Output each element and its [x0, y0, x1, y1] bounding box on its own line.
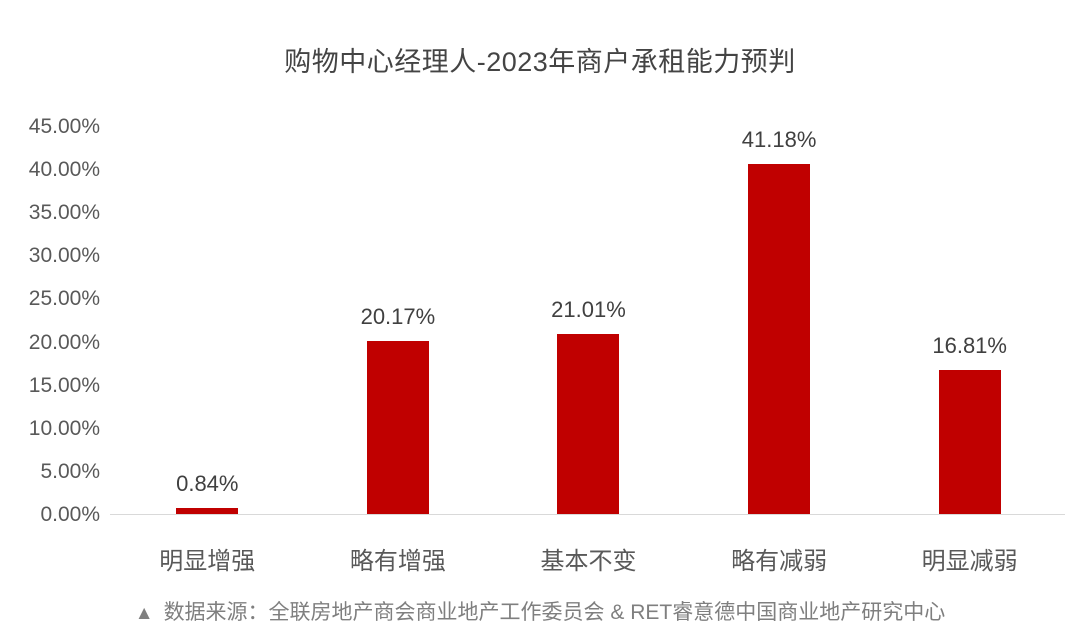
y-tick-label: 15.00% [28, 373, 100, 397]
bar-slot: 20.17% [303, 127, 494, 515]
x-tick-label: 略有增强 [349, 548, 446, 575]
bars-container: 0.84% 20.17% 21.01% 41.18% 16.81% [112, 127, 1065, 515]
triangle-icon: ▲ [134, 603, 154, 624]
y-tick-label: 0.00% [40, 503, 100, 526]
plot-area: 0.00% 5.00% 10.00% 15.00% 20.00% 25.00% 30.00%… [29, 115, 1065, 575]
x-axis-line [110, 514, 1065, 515]
y-tick-label: 20.00% [28, 330, 100, 354]
bar-slot: 16.81% [874, 127, 1065, 515]
source-text: 数据来源：全联房地产商会商业地产工作委员会 & RET睿意德中国商业地产研究中心 [163, 601, 946, 624]
source-note: ▲ 数据来源：全联房地产商会商业地产工作委员会 & RET睿意德中国商业地产研究中… [0, 596, 1080, 626]
bar [557, 333, 620, 515]
bar-value-label: 41.18% [741, 127, 817, 152]
y-tick-label: 10.00% [28, 416, 100, 440]
bar [748, 164, 811, 515]
bar-slot: 41.18% [684, 127, 875, 515]
x-axis-labels: 明显增强 略有增强 基本不变 略有减弱 明显减弱 [112, 541, 1065, 576]
bar-slot: 21.01% [493, 127, 684, 515]
bar-slot: 0.84% [112, 127, 303, 515]
y-tick-label: 45.00% [28, 115, 100, 138]
bar-value-label: 20.17% [360, 304, 436, 330]
y-tick-label: 40.00% [28, 158, 100, 182]
bar-value-label: 0.84% [176, 470, 239, 496]
chart-title: 购物中心经理人-2023年商户承租能力预判 [284, 47, 796, 77]
x-tick-label: 明显减弱 [921, 548, 1018, 575]
y-tick-label: 35.00% [28, 201, 100, 225]
bar [938, 370, 1001, 515]
bar [176, 507, 239, 515]
x-tick-label: 明显增强 [159, 548, 256, 575]
bar-value-label: 21.01% [551, 296, 626, 322]
x-tick-label: 基本不变 [540, 548, 637, 575]
y-tick-label: 30.00% [28, 244, 100, 268]
y-tick-label: 25.00% [28, 287, 100, 311]
bar-value-label: 16.81% [932, 333, 1007, 359]
x-tick-label: 略有减弱 [731, 548, 828, 575]
y-tick-label: 5.00% [40, 459, 100, 483]
bar [366, 341, 429, 515]
y-axis: 0.00% 5.00% 10.00% 15.00% 20.00% 25.00% 30.00%… [10, 115, 100, 526]
